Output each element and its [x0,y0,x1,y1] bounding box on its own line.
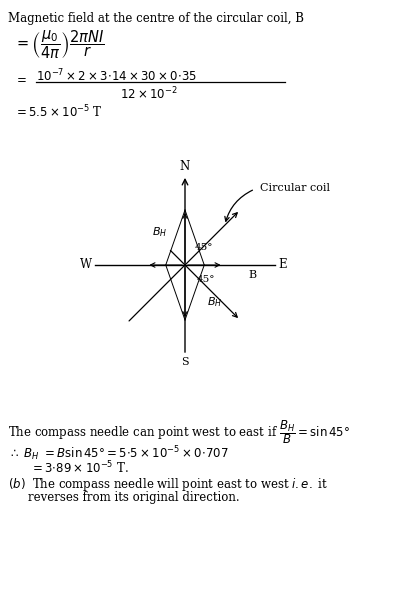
Text: $= 3{\cdot}89 \times 10^{-5}$ T.: $= 3{\cdot}89 \times 10^{-5}$ T. [30,460,129,476]
Text: W: W [80,259,92,272]
Text: $= 5.5 \times 10^{-5}$ T: $= 5.5 \times 10^{-5}$ T [14,104,102,121]
Text: $(b)$  The compass needle will point east to west $i.e.$ it: $(b)$ The compass needle will point east… [8,476,328,493]
Text: $10^{-7} \times 2 \times 3{\cdot}14 \times 30 \times 0{\cdot}35$: $10^{-7} \times 2 \times 3{\cdot}14 \tim… [36,68,197,85]
Text: reverses from its original direction.: reverses from its original direction. [28,491,240,504]
Text: $=$: $=$ [14,72,27,85]
Text: The compass needle can point west to east if $\dfrac{B_H}{B} = \sin 45°$: The compass needle can point west to eas… [8,418,350,446]
Text: 45°: 45° [195,242,214,251]
Text: $B_H$: $B_H$ [207,296,222,309]
Text: B: B [248,270,256,280]
Text: $12 \times 10^{-2}$: $12 \times 10^{-2}$ [120,86,178,103]
Text: $B_H$: $B_H$ [152,226,167,239]
Text: $\therefore\ B_H\ = B \sin 45° = 5{\cdot}5 \times 10^{-5} \times 0{\cdot}707$: $\therefore\ B_H\ = B \sin 45° = 5{\cdot… [8,444,229,463]
Text: Circular coil: Circular coil [260,183,330,193]
Text: Magnetic field at the centre of the circular coil, B: Magnetic field at the centre of the circ… [8,12,304,25]
Text: $= \left(\dfrac{\mu_0}{4\pi}\right)\dfrac{2\pi NI}{r}$: $= \left(\dfrac{\mu_0}{4\pi}\right)\dfra… [14,28,104,60]
Text: N: N [180,160,190,173]
Text: 45°: 45° [197,275,216,285]
Text: E: E [278,259,286,272]
Text: S: S [181,357,189,367]
